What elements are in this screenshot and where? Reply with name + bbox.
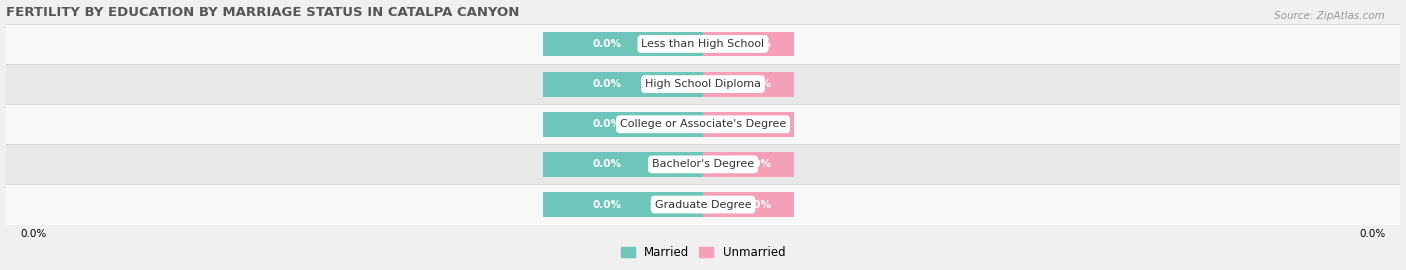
Text: 0.0%: 0.0% bbox=[592, 39, 621, 49]
Legend: Married, Unmarried: Married, Unmarried bbox=[617, 243, 789, 263]
Bar bbox=[6, 104, 1400, 144]
Text: High School Diploma: High School Diploma bbox=[645, 79, 761, 89]
Text: 0.0%: 0.0% bbox=[742, 200, 772, 210]
Text: FERTILITY BY EDUCATION BY MARRIAGE STATUS IN CATALPA CANYON: FERTILITY BY EDUCATION BY MARRIAGE STATU… bbox=[6, 6, 519, 19]
Text: 0.0%: 0.0% bbox=[592, 79, 621, 89]
Text: Source: ZipAtlas.com: Source: ZipAtlas.com bbox=[1274, 11, 1385, 21]
Bar bbox=[543, 152, 703, 177]
Bar bbox=[6, 184, 1400, 225]
Text: 0.0%: 0.0% bbox=[742, 159, 772, 169]
Bar bbox=[543, 32, 703, 56]
Bar bbox=[543, 192, 703, 217]
Bar bbox=[703, 32, 793, 56]
Text: 0.0%: 0.0% bbox=[742, 39, 772, 49]
Bar bbox=[703, 112, 793, 137]
Text: College or Associate's Degree: College or Associate's Degree bbox=[620, 119, 786, 129]
Text: Graduate Degree: Graduate Degree bbox=[655, 200, 751, 210]
Text: 0.0%: 0.0% bbox=[592, 119, 621, 129]
Text: 0.0%: 0.0% bbox=[592, 200, 621, 210]
Text: 0.0%: 0.0% bbox=[592, 159, 621, 169]
Bar bbox=[703, 152, 793, 177]
Bar bbox=[703, 72, 793, 97]
Bar bbox=[6, 24, 1400, 64]
Text: Bachelor's Degree: Bachelor's Degree bbox=[652, 159, 754, 169]
Bar bbox=[6, 64, 1400, 104]
Bar bbox=[703, 192, 793, 217]
Text: 0.0%: 0.0% bbox=[742, 119, 772, 129]
Bar bbox=[543, 72, 703, 97]
Text: 0.0%: 0.0% bbox=[742, 79, 772, 89]
Bar bbox=[6, 144, 1400, 184]
Bar bbox=[543, 112, 703, 137]
Text: Less than High School: Less than High School bbox=[641, 39, 765, 49]
